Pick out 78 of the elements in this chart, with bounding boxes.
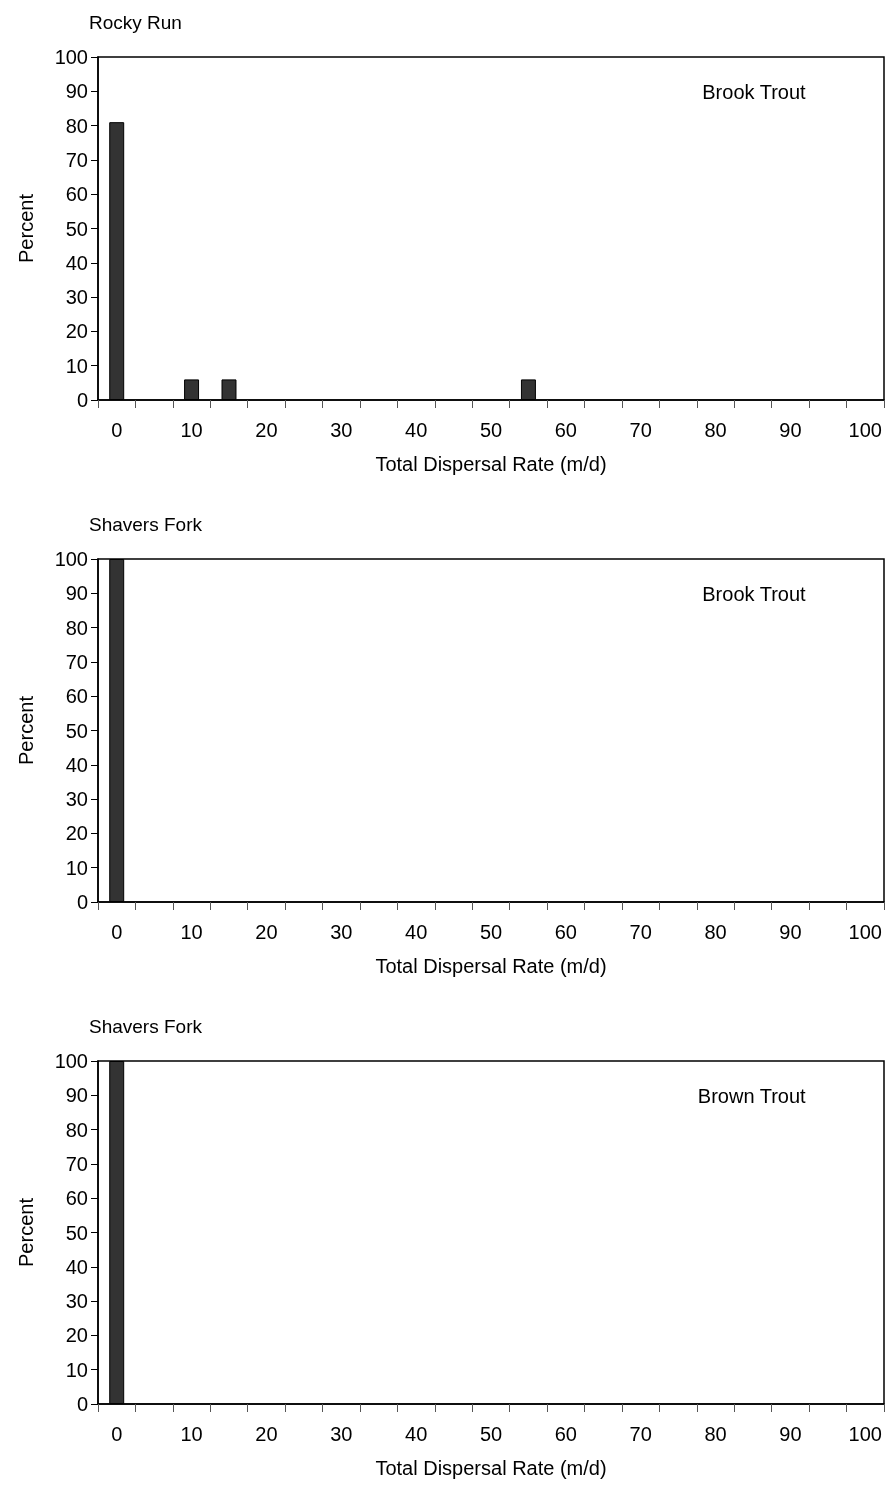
x-tick-label: 70 <box>629 1423 652 1445</box>
x-tick-label: 50 <box>479 419 503 441</box>
y-tick-label: 100 <box>54 548 88 570</box>
x-tick-label: 10 <box>180 921 203 943</box>
annotation: Brown Trout <box>697 1085 807 1107</box>
y-tick-label: 10 <box>65 354 88 377</box>
y-tick-label: 20 <box>65 320 88 343</box>
y-tick-label: 80 <box>65 114 88 137</box>
y-tick-label: 60 <box>65 685 88 708</box>
y-tick-label: 0 <box>76 389 88 411</box>
x-tick-label: 60 <box>554 921 577 943</box>
y-tick-label: 40 <box>65 1255 88 1278</box>
y-tick-label: 60 <box>65 1187 88 1210</box>
x-tick-label: 80 <box>704 921 727 943</box>
y-axis-title: Percent <box>15 1197 37 1267</box>
x-axis-title: Total Dispersal Rate (m/d) <box>375 1457 607 1479</box>
y-tick-label: 40 <box>65 251 88 274</box>
y-tick-label: 30 <box>65 286 88 309</box>
x-tick-label: 10 <box>180 1423 203 1445</box>
x-tick-label: 40 <box>405 921 428 943</box>
y-tick-label: 0 <box>76 1393 88 1415</box>
x-axis-title: Total Dispersal Rate (m/d) <box>375 955 607 977</box>
x-tick-label: 90 <box>779 419 802 441</box>
x-tick-label: 30 <box>330 419 353 441</box>
x-tick-label: 10 <box>180 419 203 441</box>
chart-title: Shavers Fork <box>89 1016 203 1037</box>
x-tick-label: 0 <box>111 921 123 943</box>
x-tick-label: 100 <box>848 1423 882 1445</box>
x-tick-label: 60 <box>554 419 577 441</box>
x-tick-label: 20 <box>255 1423 278 1445</box>
y-tick-label: 30 <box>65 1290 88 1313</box>
x-tick-label: 20 <box>255 419 278 441</box>
annotation: Brook Trout <box>702 583 807 605</box>
y-tick-label: 70 <box>65 1152 88 1175</box>
y-tick-label: 20 <box>65 1324 88 1347</box>
y-tick-label: 90 <box>65 582 88 605</box>
x-tick-label: 80 <box>704 419 727 441</box>
y-tick-label: 10 <box>65 1358 88 1381</box>
y-tick-label: 50 <box>65 217 88 240</box>
annotation: Brook Trout <box>702 81 807 103</box>
y-tick-label: 90 <box>65 80 88 103</box>
y-tick-label: 30 <box>65 788 88 811</box>
y-tick-label: 80 <box>65 1118 88 1141</box>
x-axis-title: Total Dispersal Rate (m/d) <box>375 453 607 475</box>
x-tick-label: 50 <box>479 1423 503 1445</box>
chart-title: Shavers Fork <box>89 514 203 535</box>
x-tick-label: 90 <box>779 921 802 943</box>
x-tick-label: 20 <box>255 921 278 943</box>
y-tick-label: 10 <box>65 856 88 879</box>
x-tick-label: 80 <box>704 1423 727 1445</box>
x-tick-label: 40 <box>405 419 428 441</box>
x-tick-label: 30 <box>330 1423 353 1445</box>
y-tick-label: 50 <box>65 719 88 742</box>
chart-title: Rocky Run <box>89 12 182 33</box>
y-axis-title: Percent <box>15 695 37 765</box>
y-tick-label: 40 <box>65 753 88 776</box>
y-tick-label: 70 <box>65 148 88 171</box>
y-tick-label: 100 <box>54 1050 88 1072</box>
y-axis-title: Percent <box>15 193 37 263</box>
y-tick-label: 90 <box>65 1084 88 1107</box>
y-tick-label: 100 <box>54 46 88 68</box>
x-tick-label: 100 <box>848 419 882 441</box>
y-tick-label: 50 <box>65 1221 88 1244</box>
x-tick-label: 70 <box>629 921 652 943</box>
y-tick-label: 60 <box>65 183 88 206</box>
x-tick-label: 40 <box>405 1423 428 1445</box>
x-tick-label: 50 <box>479 921 503 943</box>
x-tick-label: 90 <box>779 1423 802 1445</box>
y-tick-label: 20 <box>65 822 88 845</box>
x-tick-label: 0 <box>111 419 123 441</box>
x-tick-label: 60 <box>554 1423 577 1445</box>
x-tick-label: 70 <box>629 419 652 441</box>
x-tick-label: 30 <box>330 921 353 943</box>
x-tick-label: 100 <box>848 921 882 943</box>
x-tick-label: 0 <box>111 1423 123 1445</box>
y-tick-label: 70 <box>65 650 88 673</box>
y-tick-label: 0 <box>76 891 88 913</box>
y-tick-label: 80 <box>65 616 88 639</box>
